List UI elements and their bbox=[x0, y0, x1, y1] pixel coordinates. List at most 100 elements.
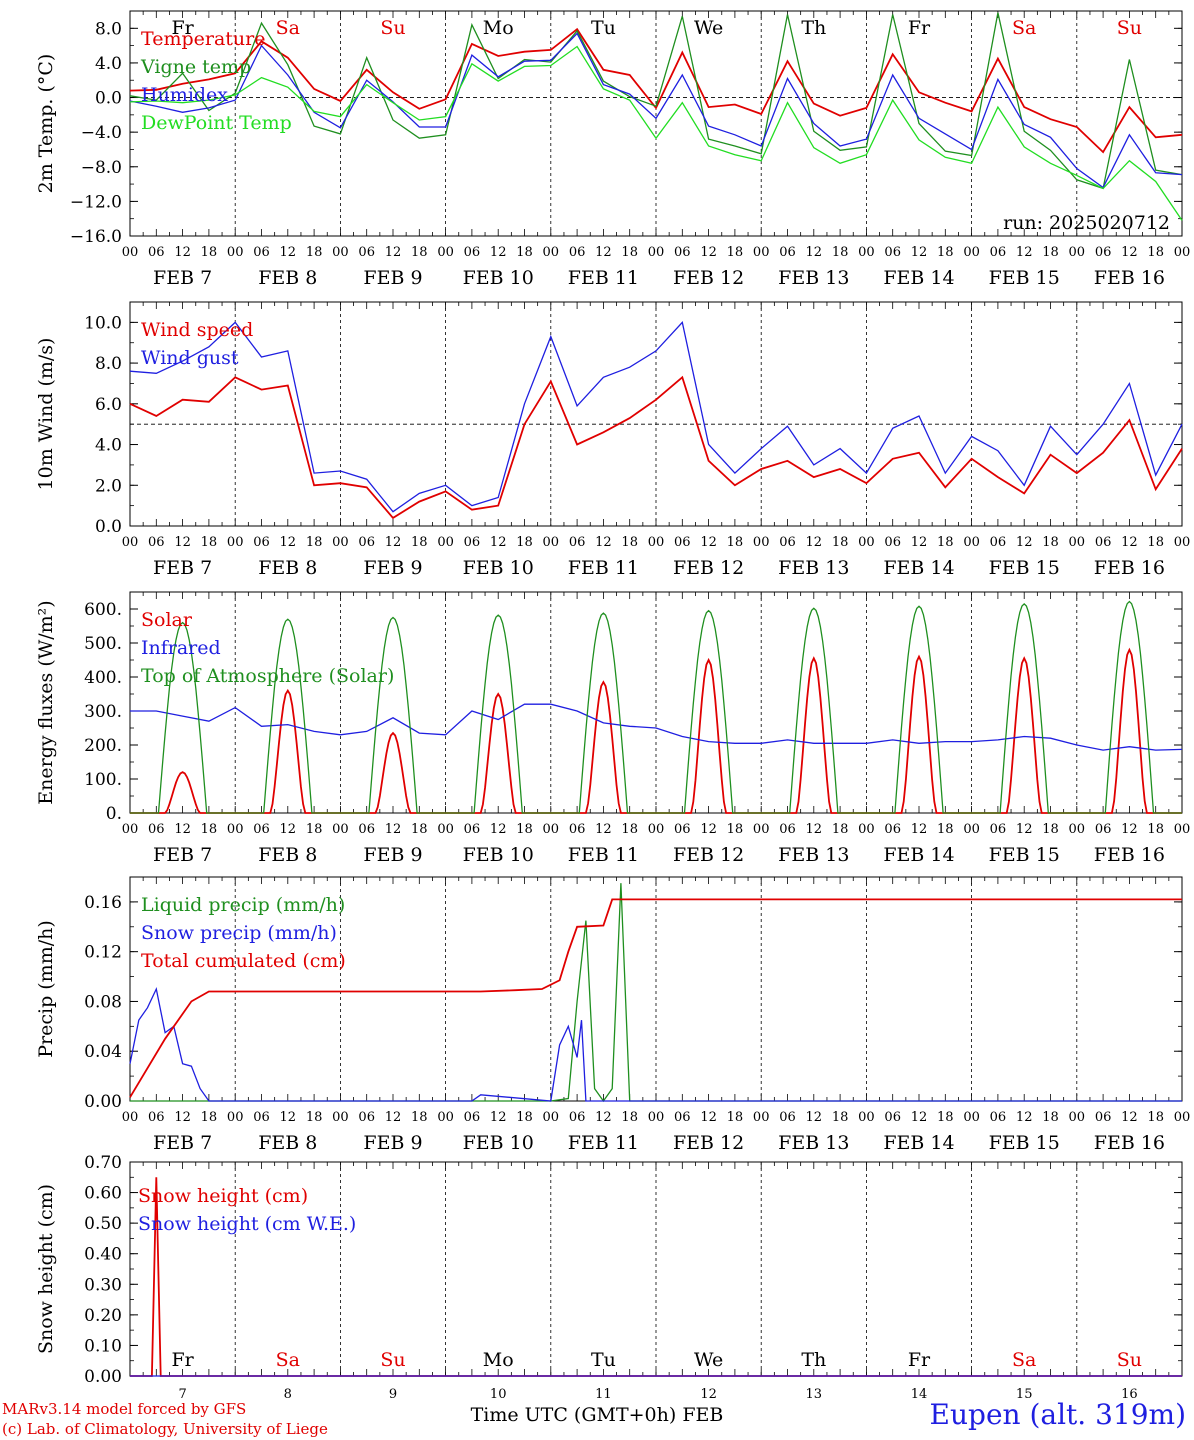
weekday-label: Mo bbox=[483, 1349, 514, 1371]
hour-tick-label: 00 bbox=[753, 1110, 770, 1125]
series-line-dewpoint-temp bbox=[129, 45, 1183, 221]
hour-tick-label: 18 bbox=[516, 822, 533, 837]
hour-tick-label: 06 bbox=[464, 1110, 481, 1125]
y-tick-label: 600. bbox=[84, 600, 122, 620]
hour-tick-label: 12 bbox=[1016, 535, 1033, 550]
hour-tick-label: 18 bbox=[411, 535, 428, 550]
hour-tick-label: 00 bbox=[437, 822, 454, 837]
hour-tick-label: 00 bbox=[648, 822, 665, 837]
hour-tick-label: 18 bbox=[832, 245, 849, 260]
time-axis-label: Time UTC (GMT+0h) bbox=[470, 1404, 677, 1426]
hour-tick-label: 12 bbox=[806, 1110, 823, 1125]
hour-tick-label: 18 bbox=[1147, 245, 1164, 260]
hour-tick-label: 06 bbox=[779, 245, 796, 260]
hour-tick-label: 06 bbox=[358, 245, 375, 260]
hour-tick-label: 12 bbox=[1016, 1110, 1033, 1125]
day-label: FEB 8 bbox=[258, 267, 317, 289]
day-label: FEB 11 bbox=[568, 557, 639, 579]
hour-tick-label: 12 bbox=[911, 535, 928, 550]
hour-tick-label: 00 bbox=[753, 245, 770, 260]
hour-tick-label: 06 bbox=[1095, 1110, 1112, 1125]
y-tick-label: 6.0 bbox=[95, 395, 122, 415]
legend-entry: Infrared bbox=[141, 637, 221, 659]
hour-tick-label: 18 bbox=[306, 822, 323, 837]
hour-tick-label: 06 bbox=[674, 535, 691, 550]
hour-tick-label: 00 bbox=[1174, 535, 1191, 550]
hour-tick-label: 18 bbox=[727, 245, 744, 260]
weekday-label: We bbox=[694, 1349, 723, 1371]
day-label: FEB 7 bbox=[153, 557, 212, 579]
weekday-label: Fr bbox=[908, 17, 931, 39]
hour-tick-label: 00 bbox=[543, 245, 560, 260]
hour-tick-label: 12 bbox=[806, 822, 823, 837]
weekday-label: Fr bbox=[171, 1349, 194, 1371]
day-label: FEB 13 bbox=[778, 1132, 849, 1154]
day-label: FEB 15 bbox=[989, 267, 1060, 289]
day-number-label: 7 bbox=[178, 1387, 186, 1402]
hour-tick-label: 12 bbox=[174, 822, 191, 837]
day-label: FEB 14 bbox=[883, 844, 954, 866]
panel-5: 0.00 0.10 0.20 0.30 0.40 0.50 0.60 0.70 Snow hei… bbox=[35, 1153, 1183, 1387]
legend-entry: DewPoint Temp bbox=[141, 112, 292, 134]
hour-tick-label: 06 bbox=[464, 822, 481, 837]
y-axis-label: 10m Wind (m/s) bbox=[35, 338, 57, 491]
panel-2: 0.0 2.0 4.0 6.0 8.0 10.0 10m Wind (m/s) 00 06 12 1… bbox=[35, 301, 1191, 579]
hour-tick-label: 06 bbox=[464, 245, 481, 260]
panel-4: 0.00 0.04 0.08 0.12 0.16 Precip (mm/h) 00 06 12 1… bbox=[35, 876, 1190, 1154]
hour-tick-label: 00 bbox=[227, 535, 244, 550]
day-label: FEB 16 bbox=[1094, 557, 1165, 579]
hour-tick-label: 18 bbox=[621, 245, 638, 260]
hour-tick-label: 00 bbox=[122, 1110, 139, 1125]
hour-tick-label: 12 bbox=[385, 822, 402, 837]
hour-tick-label: 18 bbox=[621, 822, 638, 837]
hour-tick-label: 06 bbox=[148, 822, 165, 837]
day-label: FEB 14 bbox=[883, 557, 954, 579]
hour-tick-label: 06 bbox=[253, 1110, 270, 1125]
day-number-label: 8 bbox=[284, 1387, 292, 1402]
y-tick-label: 200. bbox=[84, 736, 122, 756]
hour-tick-label: 18 bbox=[201, 535, 218, 550]
hour-tick-label: 06 bbox=[1095, 822, 1112, 837]
hour-tick-label: 00 bbox=[1069, 822, 1086, 837]
day-label: FEB 11 bbox=[568, 267, 639, 289]
hour-tick-label: 18 bbox=[516, 535, 533, 550]
legend-entry: Wind speed bbox=[141, 319, 253, 341]
day-number-label: 16 bbox=[1121, 1387, 1138, 1402]
footer-lab-credit: (c) Lab. of Climatology, University of L… bbox=[2, 1420, 328, 1438]
day-number-label: 9 bbox=[389, 1387, 397, 1402]
hour-tick-label: 06 bbox=[884, 245, 901, 260]
hour-tick-label: 18 bbox=[1147, 822, 1164, 837]
day-label: FEB 7 bbox=[153, 1132, 212, 1154]
hour-tick-label: 00 bbox=[963, 245, 980, 260]
hour-tick-label: 06 bbox=[253, 535, 270, 550]
y-tick-label: −8.0 bbox=[81, 158, 122, 178]
y-axis-label: Energy fluxes (W/m²) bbox=[35, 600, 57, 804]
hour-tick-label: 18 bbox=[727, 1110, 744, 1125]
day-label: FEB 13 bbox=[778, 267, 849, 289]
weekday-label: Tu bbox=[591, 17, 616, 39]
hour-tick-label: 18 bbox=[621, 1110, 638, 1125]
day-number-label: 14 bbox=[911, 1387, 928, 1402]
series-line-humidex bbox=[129, 32, 1183, 189]
station-name: Eupen (alt. 319m) bbox=[929, 1398, 1186, 1431]
hour-tick-label: 12 bbox=[1121, 1110, 1138, 1125]
y-tick-label: 0.50 bbox=[84, 1214, 122, 1234]
day-label: FEB 14 bbox=[883, 267, 954, 289]
hour-tick-label: 18 bbox=[937, 535, 954, 550]
day-label: FEB 15 bbox=[989, 844, 1060, 866]
y-tick-label: 0.0 bbox=[95, 517, 122, 537]
hour-tick-label: 12 bbox=[174, 535, 191, 550]
hour-tick-label: 06 bbox=[779, 822, 796, 837]
hour-tick-label: 12 bbox=[490, 245, 507, 260]
legend-entry: Wind gust bbox=[141, 347, 239, 369]
hour-tick-label: 06 bbox=[358, 822, 375, 837]
y-tick-label: 0.08 bbox=[84, 992, 122, 1012]
hour-tick-label: 00 bbox=[543, 535, 560, 550]
hour-tick-label: 00 bbox=[122, 535, 139, 550]
hour-tick-label: 12 bbox=[1121, 245, 1138, 260]
hour-tick-label: 00 bbox=[858, 535, 875, 550]
y-tick-label: −12.0 bbox=[70, 192, 122, 212]
hour-tick-label: 06 bbox=[884, 535, 901, 550]
hour-tick-label: 06 bbox=[569, 1110, 586, 1125]
hour-tick-label: 12 bbox=[700, 1110, 717, 1125]
